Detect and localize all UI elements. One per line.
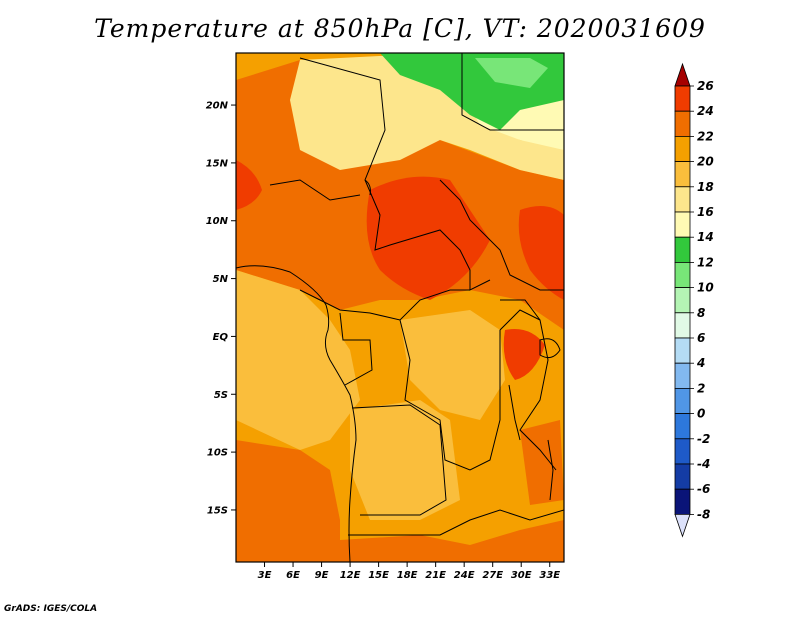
lon-tick-label: 30E (511, 570, 532, 581)
colorbar-label: 2 (697, 381, 705, 395)
border-south (348, 509, 564, 536)
lon-tick-label: 21E (425, 570, 446, 581)
colorbar-box (674, 110, 691, 137)
border-sahel (269, 179, 361, 201)
lat-tick-label: 20N (206, 101, 229, 112)
lat-tick-label: 15S (207, 505, 228, 516)
border-east (499, 309, 557, 471)
longitude-axis: 3E 6E 9E 12E 15E 18E 21E 24E 27E 30E 33E (258, 562, 560, 581)
field-22-24-south (340, 520, 564, 562)
border-drc (399, 319, 501, 471)
colorbar-label: -8 (697, 507, 710, 521)
colorbar-label: 20 (697, 155, 714, 169)
colorbar-label: 6 (697, 331, 705, 345)
colorbar-label: -2 (697, 432, 710, 446)
colorbar-label: 24 (697, 104, 714, 118)
plot-frame (235, 52, 565, 563)
field-18-20-angola (350, 400, 460, 520)
coastline (236, 265, 357, 562)
colorbar-label: 4 (696, 356, 705, 370)
lon-tick-label: 3E (258, 570, 272, 581)
colorbar-box (674, 85, 691, 112)
colorbar-box (674, 135, 691, 162)
colorbar-box (674, 211, 691, 238)
colorbar-label: 26 (697, 79, 714, 93)
field-10-12-north (475, 58, 548, 88)
colorbar-box (674, 362, 691, 389)
colorbar-box (674, 287, 691, 314)
latitude-axis: 20N 15N 10N 5N EQ 5S 10S 15S (206, 101, 236, 516)
colorbar-label: 8 (697, 306, 705, 320)
lake-tanganyika (508, 384, 521, 441)
lon-tick-label: 24E (454, 570, 475, 581)
field-16-18-north (290, 53, 564, 180)
colorbar-label: 10 (697, 281, 714, 295)
colorbar-label: 14 (697, 230, 714, 244)
lat-tick-label: EQ (213, 332, 229, 343)
colorbar-label: 18 (697, 180, 714, 194)
field-24-26-lakes (503, 329, 545, 380)
lakes (364, 179, 561, 501)
temperature-field (236, 53, 564, 562)
lat-tick-label: 5S (214, 390, 228, 401)
colorbar-label: -4 (697, 457, 710, 471)
lon-tick-label: 6E (286, 570, 300, 581)
lon-tick-label: 15E (368, 570, 389, 581)
colorbar-label: 0 (697, 407, 705, 421)
colorbar-box (674, 161, 691, 188)
colorbar-box (674, 488, 691, 515)
border-uganda (500, 299, 541, 321)
field-24-26-central (366, 176, 490, 300)
border-libya-egypt (461, 53, 564, 131)
lat-tick-label: 15N (206, 158, 229, 169)
lat-tick-label: 10N (206, 216, 229, 227)
colorbar-box (674, 413, 691, 440)
colorbar-box (674, 463, 691, 490)
colorbar-label: 16 (697, 205, 714, 219)
colorbar-box (674, 261, 691, 288)
border-north (299, 57, 491, 291)
credit-label: GrADS: IGES/COLA (4, 604, 98, 614)
border-gabon-congo (339, 312, 373, 386)
colorbar-label: -6 (697, 482, 710, 496)
field-18-20-congo (400, 310, 505, 420)
colorbar-box (674, 387, 691, 414)
lon-tick-label: 9E (315, 570, 329, 581)
colorbar-box (674, 438, 691, 465)
colorbar-box (674, 236, 691, 263)
field-24-26-east (518, 206, 564, 300)
lat-tick-label: 10S (207, 448, 228, 459)
lon-tick-label: 18E (397, 570, 418, 581)
colorbar-box (674, 186, 691, 213)
colorbar-over-triangle (674, 62, 691, 87)
border-angola (351, 404, 447, 516)
lon-tick-label: 33E (539, 570, 560, 581)
lon-tick-label: 27E (482, 570, 503, 581)
colorbar-box (674, 312, 691, 339)
field-22-24-southwest (236, 440, 340, 562)
colorbar-label: 22 (697, 129, 714, 143)
field-18-20-gulf (236, 270, 360, 450)
colorbar-box (674, 337, 691, 364)
lon-tick-label: 12E (340, 570, 361, 581)
field-24-26-west (236, 160, 262, 210)
lake-malawi (547, 439, 554, 501)
map-title: Temperature at 850hPa [C], VT: 202003160… (94, 14, 706, 43)
lake-victoria (539, 338, 561, 359)
lat-tick-label: 5N (213, 274, 229, 285)
lake-chad (364, 179, 371, 196)
colorbar-under-triangle (674, 514, 691, 538)
border-sudan (439, 179, 564, 291)
country-borders (236, 53, 564, 562)
colorbar-label: 12 (697, 255, 714, 269)
